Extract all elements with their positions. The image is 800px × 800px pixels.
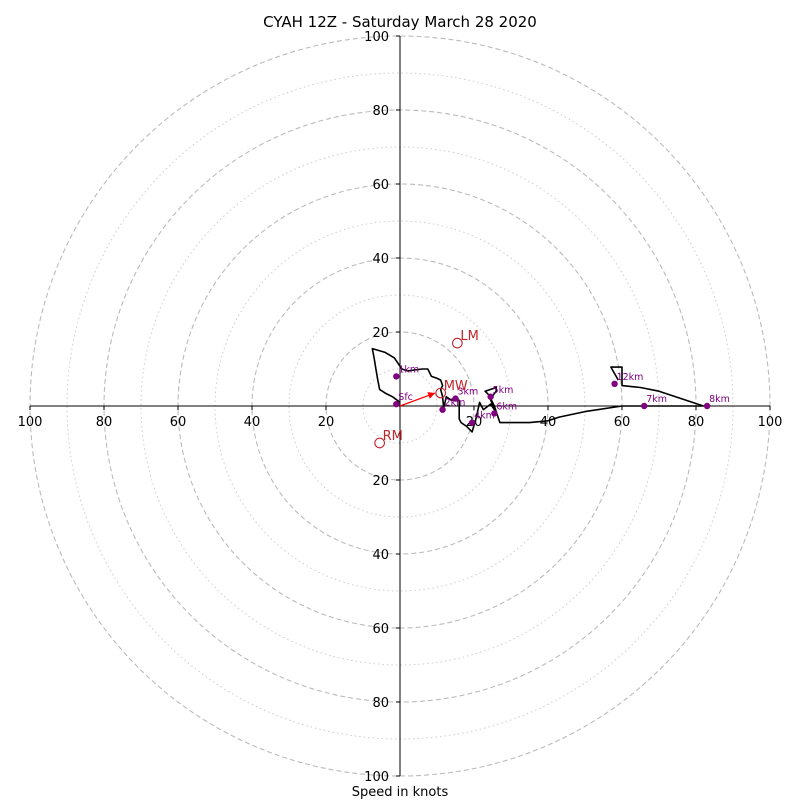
height-point: 1km — [393, 364, 419, 380]
tick-label: 40 — [540, 415, 557, 430]
tick-label: 100 — [364, 770, 389, 785]
tick-label: 20 — [372, 474, 389, 489]
height-point-marker — [452, 395, 459, 402]
storm-motion-label: MW — [444, 379, 468, 394]
storm-motion-marker — [435, 387, 447, 399]
height-point-label: 1km — [398, 364, 419, 375]
storm-motion-label: LM — [460, 329, 478, 344]
height-point-marker — [611, 380, 618, 387]
height-point: 3km — [452, 387, 478, 402]
shear-vector-arrowhead — [427, 392, 436, 399]
tick-label: 20 — [372, 326, 389, 341]
height-point-marker — [641, 402, 648, 410]
x-axis-label: Speed in knots — [352, 785, 449, 800]
tick-label: 100 — [364, 30, 389, 45]
height-point-marker — [393, 400, 400, 408]
storm-motion-label: RM — [383, 429, 403, 444]
chart-title: CYAH 12Z - Saturday March 28 2020 — [263, 13, 537, 31]
height-point-marker — [468, 419, 476, 426]
height-point-label: 4km — [474, 411, 495, 422]
storm-motion-marker — [374, 437, 386, 449]
height-point-marker — [491, 410, 498, 417]
height-point-label: 8km — [709, 394, 730, 405]
tick-label: 40 — [372, 252, 389, 267]
height-point-marker — [439, 406, 446, 413]
height-point-label: Sfc — [398, 392, 413, 403]
height-point: 7km — [641, 394, 667, 410]
height-point: 4km — [468, 411, 495, 426]
height-point: 2km — [439, 398, 465, 413]
tick-label: 40 — [372, 548, 389, 563]
tick-label: 60 — [372, 622, 389, 637]
storm-motion-markers: LM RM MW — [374, 329, 479, 449]
height-point-label: 12km — [617, 372, 644, 383]
height-point: 6km — [491, 401, 517, 417]
tick-label: 20 — [318, 415, 335, 430]
height-point: Sfc — [393, 392, 413, 408]
height-point-label: 6km — [496, 401, 517, 412]
height-point: 12km — [611, 372, 643, 387]
height-point-label: 7km — [646, 394, 667, 405]
hodograph-trace — [371, 347, 705, 433]
tick-labels: 2020202040404040606060608080808010010010… — [18, 30, 783, 785]
tick-label: 80 — [372, 696, 389, 711]
shear-vector — [399, 392, 436, 407]
tick-label: 80 — [96, 415, 113, 430]
tick-label: 80 — [372, 104, 389, 119]
height-point: 5km — [487, 385, 513, 400]
tick-label: 60 — [170, 415, 187, 430]
tick-label: 60 — [372, 178, 389, 193]
height-point-marker — [393, 373, 400, 380]
tick-label: 100 — [758, 415, 783, 430]
storm-motion-marker — [452, 337, 463, 349]
tick-label: 80 — [688, 415, 705, 430]
hodograph-line — [371, 347, 705, 433]
storm-motion-lm: LM — [452, 329, 479, 349]
tick-label: 40 — [244, 415, 261, 430]
storm-motion-mw: MW — [435, 379, 468, 399]
tick-label: 100 — [18, 415, 43, 430]
storm-motion-rm: RM — [374, 429, 403, 449]
height-point-marker — [703, 402, 711, 410]
height-point-label: 2km — [445, 398, 466, 409]
tick-label: 60 — [614, 415, 631, 430]
height-point-marker — [487, 393, 494, 400]
height-point-label: 3km — [458, 387, 479, 398]
height-point: 8km — [703, 394, 730, 410]
height-point-label: 5km — [493, 385, 514, 396]
